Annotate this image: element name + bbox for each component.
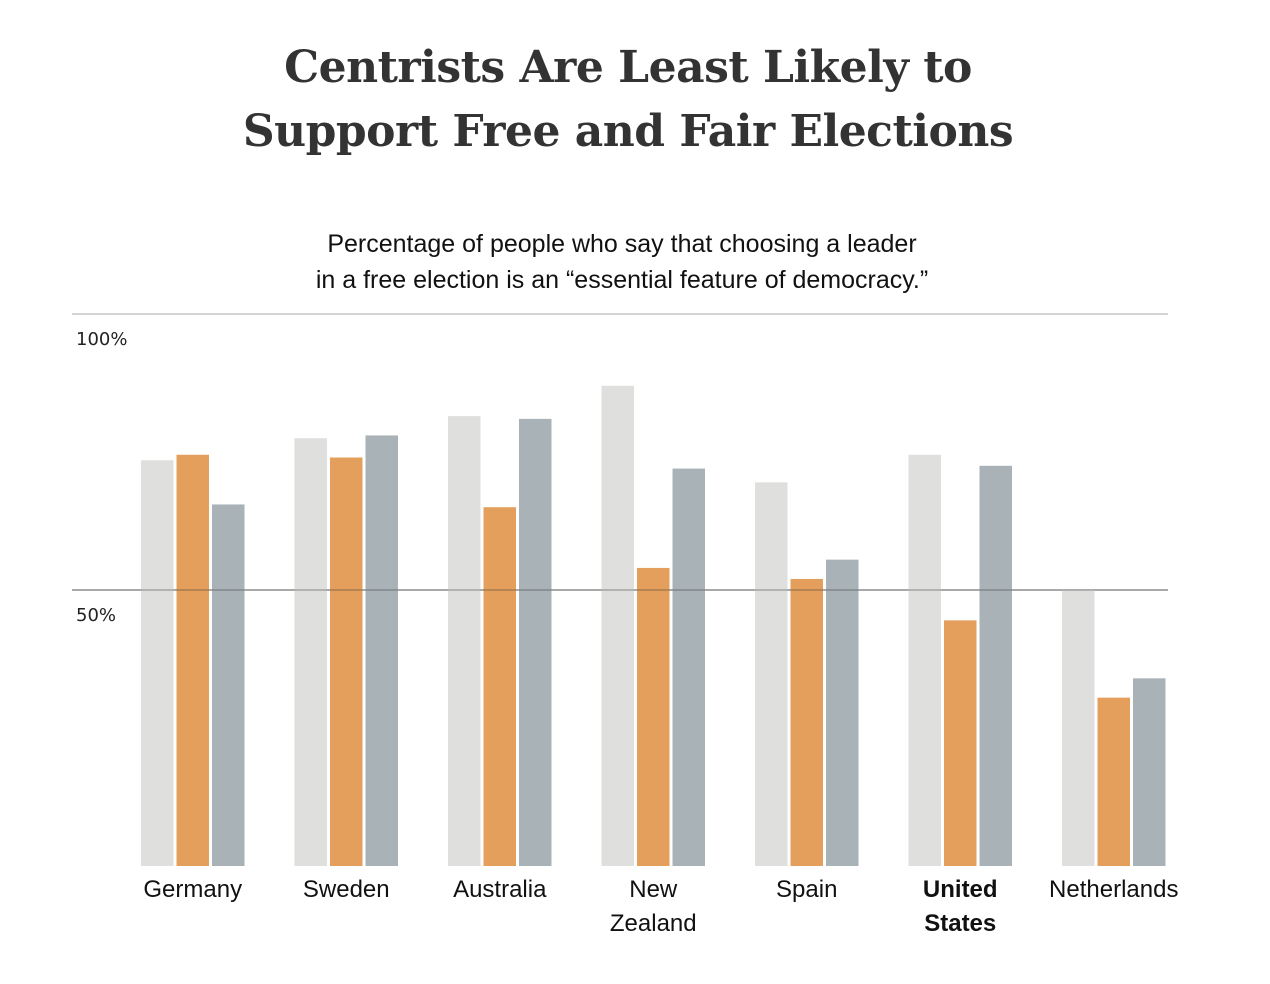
x-tick-label: Netherlands [1049,876,1178,903]
bar-series-3-6 [1133,678,1166,866]
bar-series-3-5 [979,465,1012,866]
bars [141,385,1166,866]
bar-series-3-1 [365,435,398,866]
bar-series-1-5 [908,454,941,866]
bar-series-2-5 [944,620,977,866]
bar-series-2-3 [637,567,670,866]
chart-subtitle-line-1: Percentage of people who say that choosi… [327,230,917,258]
x-tick-label-line: Spain [776,876,837,903]
x-tick-label: Germany [143,876,242,903]
chart-title: Centrists Are Least Likely to Support Fr… [0,36,1256,164]
x-tick-label-line: United [923,876,998,903]
x-tick-label-line: Sweden [303,876,390,903]
chart-subtitle-line-2: in a free election is an “essential feat… [315,266,929,294]
bar-series-2-6 [1097,697,1130,866]
bar-series-2-2 [483,507,516,866]
bar-series-1-1 [294,438,327,866]
bar-series-2-1 [330,457,363,866]
x-tick-label: New Zealand [610,876,697,937]
x-tick-label-line: Germany [143,876,242,903]
x-tick-label: Sweden [303,876,390,903]
x-axis-labels: Germany Sweden Australia New Zealand Spain Uni… [143,876,1178,937]
bar-series-3-3 [672,468,705,866]
x-tick-label: United States [923,876,998,937]
chart-title-line-2: Support Free and Fair Elections [242,106,1014,157]
x-tick-label-line: Zealand [610,910,697,937]
x-tick-label: Australia [453,876,547,903]
x-tick-label-line: States [924,910,996,937]
bar-series-2-4 [790,578,823,866]
bar-series-3-0 [212,504,245,866]
y-tick-label: 100% [76,329,127,350]
chart-subtitle: Percentage of people who say that choosi… [0,226,1244,298]
bar-series-1-3 [601,385,634,866]
y-axis-ticks: 100% 50% [76,329,127,626]
x-tick-label-line: Australia [453,876,547,903]
bar-series-1-4 [755,482,788,866]
bar-series-1-0 [141,460,174,866]
chart-title-line-1: Centrists Are Least Likely to [284,42,972,93]
y-tick-label: 50% [76,605,116,626]
x-tick-label: Spain [776,876,837,903]
bar-series-3-4 [826,559,859,866]
x-tick-label-line: New [629,876,678,903]
bar-series-2-0 [176,454,209,866]
bar-series-1-2 [448,416,481,866]
bar-series-1-6 [1062,590,1095,866]
bar-series-3-2 [519,418,552,866]
x-tick-label-line: Netherlands [1049,876,1178,903]
